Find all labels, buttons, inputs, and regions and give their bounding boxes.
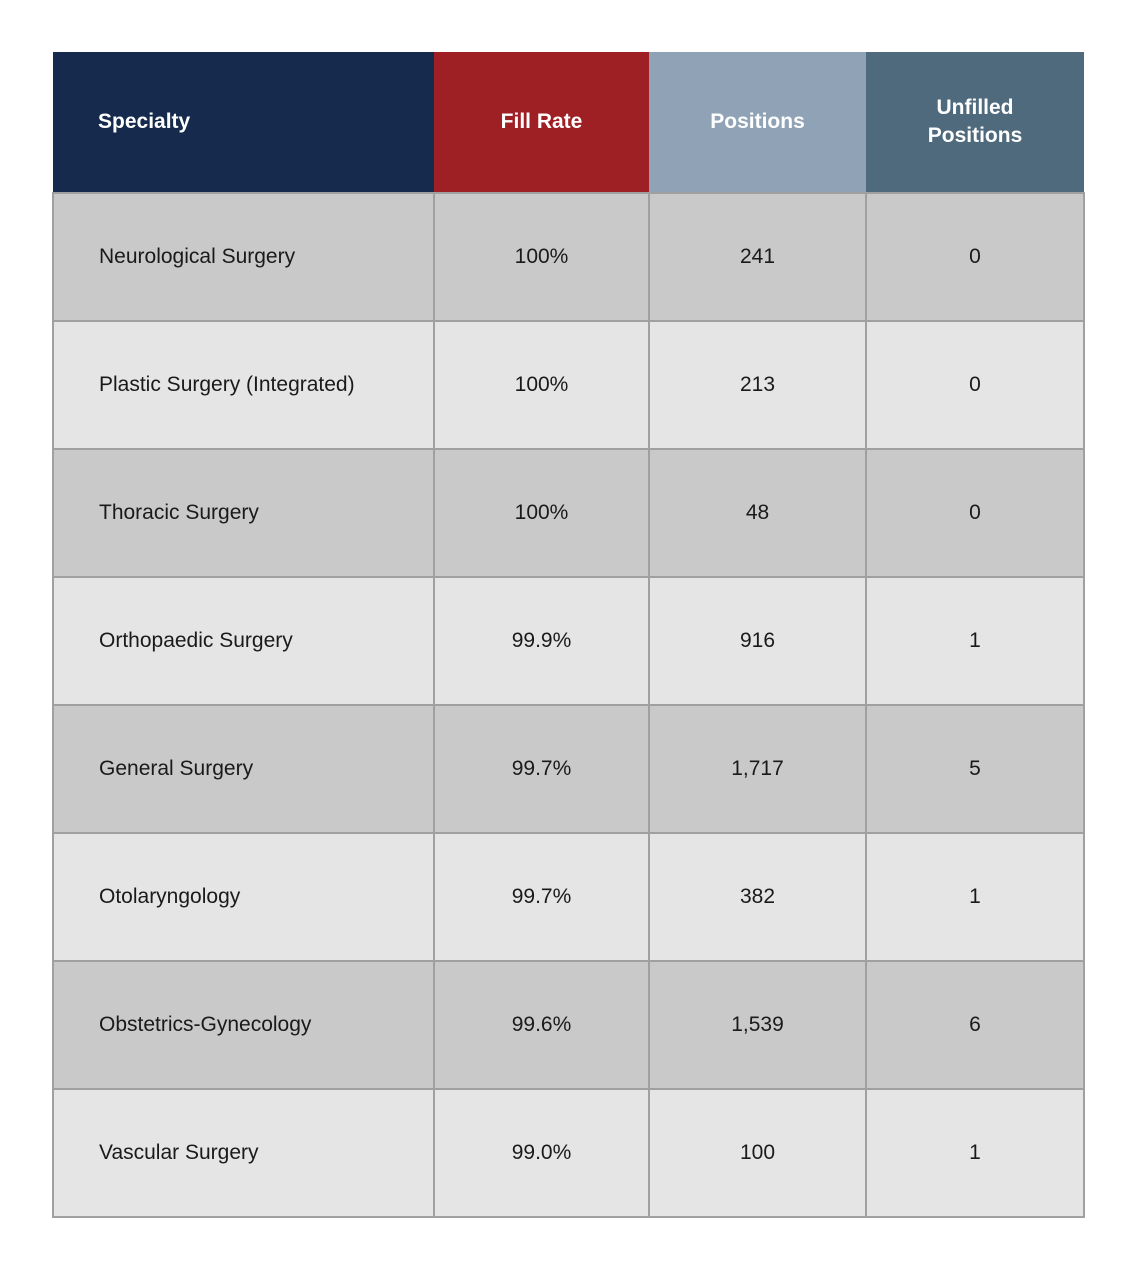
- cell-positions: 382: [648, 832, 867, 962]
- cell-positions: 48: [648, 448, 867, 578]
- cell-positions: 916: [648, 576, 867, 706]
- cell-specialty: Neurological Surgery: [52, 192, 435, 322]
- cell-specialty: Thoracic Surgery: [52, 448, 435, 578]
- column-header-positions: Positions: [649, 52, 866, 193]
- cell-positions: 100: [648, 1088, 867, 1218]
- cell-unfilled-positions: 0: [865, 192, 1085, 322]
- table-row: General Surgery 99.7% 1,717 5: [52, 704, 1085, 834]
- header-row: Specialty Fill Rate Positions Unfilled P…: [53, 52, 1084, 193]
- column-header-unfilled-positions: Unfilled Positions: [866, 52, 1084, 193]
- table-row: Thoracic Surgery 100% 48 0: [52, 448, 1085, 578]
- table-row: Vascular Surgery 99.0% 100 1: [52, 1088, 1085, 1218]
- cell-specialty: Obstetrics-Gynecology: [52, 960, 435, 1090]
- cell-fill-rate: 99.6%: [433, 960, 650, 1090]
- table-row: Orthopaedic Surgery 99.9% 916 1: [52, 576, 1085, 706]
- cell-unfilled-positions: 0: [865, 448, 1085, 578]
- cell-fill-rate: 99.7%: [433, 704, 650, 834]
- cell-specialty: Vascular Surgery: [52, 1088, 435, 1218]
- column-header-fill-rate: Fill Rate: [434, 52, 649, 193]
- column-header-specialty: Specialty: [53, 52, 434, 193]
- table-row: Plastic Surgery (Integrated) 100% 213 0: [52, 320, 1085, 450]
- cell-unfilled-positions: 1: [865, 1088, 1085, 1218]
- table-row: Obstetrics-Gynecology 99.6% 1,539 6: [52, 960, 1085, 1090]
- table-row: Otolaryngology 99.7% 382 1: [52, 832, 1085, 962]
- cell-positions: 1,539: [648, 960, 867, 1090]
- cell-unfilled-positions: 5: [865, 704, 1085, 834]
- cell-fill-rate: 99.9%: [433, 576, 650, 706]
- table-row: Neurological Surgery 100% 241 0: [52, 192, 1085, 322]
- specialty-fill-rate-table: Specialty Fill Rate Positions Unfilled P…: [52, 52, 1085, 1218]
- cell-unfilled-positions: 6: [865, 960, 1085, 1090]
- cell-specialty: Orthopaedic Surgery: [52, 576, 435, 706]
- cell-unfilled-positions: 0: [865, 320, 1085, 450]
- cell-specialty: Otolaryngology: [52, 832, 435, 962]
- cell-fill-rate: 100%: [433, 448, 650, 578]
- cell-specialty: Plastic Surgery (Integrated): [52, 320, 435, 450]
- cell-unfilled-positions: 1: [865, 832, 1085, 962]
- cell-specialty: General Surgery: [52, 704, 435, 834]
- cell-positions: 241: [648, 192, 867, 322]
- cell-fill-rate: 100%: [433, 320, 650, 450]
- cell-positions: 213: [648, 320, 867, 450]
- cell-fill-rate: 99.7%: [433, 832, 650, 962]
- cell-unfilled-positions: 1: [865, 576, 1085, 706]
- cell-positions: 1,717: [648, 704, 867, 834]
- cell-fill-rate: 100%: [433, 192, 650, 322]
- cell-fill-rate: 99.0%: [433, 1088, 650, 1218]
